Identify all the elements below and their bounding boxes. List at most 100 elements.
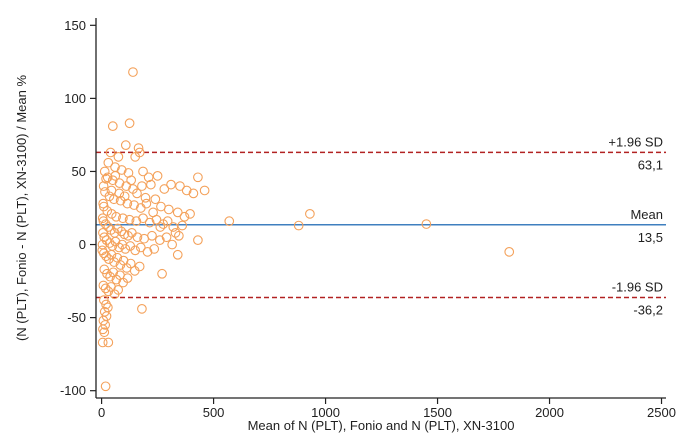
data-point bbox=[305, 208, 315, 219]
data-point bbox=[124, 214, 135, 225]
reference-lines bbox=[96, 151, 666, 299]
x-tick-label: 1500 bbox=[423, 405, 452, 420]
y-tick-label: 50 bbox=[72, 164, 86, 179]
y-tick-label: 150 bbox=[64, 18, 86, 33]
data-point bbox=[122, 273, 133, 284]
data-point bbox=[152, 170, 163, 181]
y-tick-label: -100 bbox=[60, 383, 86, 398]
data-point bbox=[135, 242, 146, 253]
data-point bbox=[102, 268, 112, 279]
data-point bbox=[101, 173, 111, 184]
data-point bbox=[114, 242, 124, 253]
data-point bbox=[119, 191, 130, 202]
data-point bbox=[133, 143, 144, 153]
data-point bbox=[103, 337, 114, 348]
y-tick-label: -50 bbox=[67, 310, 86, 325]
data-point bbox=[188, 188, 199, 199]
data-point bbox=[172, 249, 183, 260]
data-point bbox=[103, 222, 114, 232]
data-point bbox=[131, 216, 142, 227]
data-point bbox=[126, 175, 137, 186]
data-point bbox=[98, 227, 108, 238]
data-point bbox=[109, 194, 119, 205]
data-point bbox=[172, 207, 183, 218]
data-point bbox=[103, 157, 114, 168]
data-point bbox=[110, 170, 121, 181]
y-axis-title: (N (PLT), Fonio - N (PLT), XN-3100) / Me… bbox=[14, 75, 29, 342]
data-point bbox=[100, 219, 111, 229]
data-point bbox=[97, 239, 108, 250]
data-point bbox=[293, 220, 304, 231]
data-point bbox=[167, 239, 177, 250]
data-point bbox=[142, 246, 153, 257]
data-point bbox=[157, 268, 167, 279]
data-point bbox=[144, 217, 155, 228]
data-point bbox=[105, 147, 116, 158]
data-point bbox=[98, 280, 109, 291]
data-point bbox=[118, 213, 128, 224]
data-point bbox=[100, 283, 111, 294]
ref-value-lower: -36,2 bbox=[633, 302, 663, 317]
data-point bbox=[224, 216, 235, 227]
data-point bbox=[141, 198, 152, 209]
data-point bbox=[146, 179, 156, 190]
data-point bbox=[179, 211, 190, 222]
data-point bbox=[107, 121, 118, 132]
data-point bbox=[177, 220, 188, 231]
data-point bbox=[101, 299, 111, 310]
data-point bbox=[149, 244, 160, 254]
x-tick-label: 2000 bbox=[535, 405, 564, 420]
data-point bbox=[147, 230, 157, 241]
data-point bbox=[120, 244, 131, 254]
data-point bbox=[137, 181, 147, 191]
data-point bbox=[120, 140, 131, 151]
x-tick-label: 2500 bbox=[647, 405, 676, 420]
data-point bbox=[138, 166, 148, 177]
data-point bbox=[421, 219, 432, 229]
data-point bbox=[99, 166, 110, 177]
ref-label-upper: +1.96 SD bbox=[608, 134, 663, 149]
data-point bbox=[102, 172, 113, 183]
data-point bbox=[166, 179, 176, 190]
data-point bbox=[116, 165, 127, 175]
axes bbox=[95, 18, 666, 399]
tick-marks bbox=[90, 24, 663, 404]
data-point bbox=[129, 200, 139, 210]
data-point bbox=[99, 327, 110, 338]
x-tick-label: 1000 bbox=[311, 405, 340, 420]
data-point bbox=[504, 246, 515, 257]
data-point bbox=[199, 185, 210, 196]
data-point bbox=[112, 223, 123, 234]
data-point bbox=[193, 172, 203, 183]
data-point bbox=[97, 213, 108, 224]
data-point bbox=[162, 216, 173, 227]
x-tick-label: 500 bbox=[203, 405, 225, 420]
data-point bbox=[97, 337, 108, 348]
data-point bbox=[181, 185, 192, 196]
data-point bbox=[114, 178, 125, 189]
data-point bbox=[155, 222, 166, 232]
reference-line-labels: +1.96 SD 63,1 Mean 13,5 -1.96 SD -36,2 bbox=[608, 134, 663, 317]
data-point bbox=[128, 67, 138, 77]
data-point bbox=[161, 232, 172, 243]
ref-label-lower: -1.96 SD bbox=[612, 279, 663, 294]
data-point bbox=[111, 211, 122, 222]
data-point bbox=[113, 151, 124, 162]
data-point bbox=[134, 147, 145, 158]
data-point bbox=[185, 208, 195, 219]
data-point bbox=[154, 235, 165, 246]
data-point bbox=[121, 181, 132, 191]
data-point bbox=[116, 226, 127, 237]
data-point bbox=[97, 245, 108, 256]
data-point bbox=[174, 230, 184, 241]
data-point bbox=[99, 232, 110, 243]
x-axis-title: Mean of N (PLT), Fonio and N (PLT), XN-3… bbox=[248, 418, 515, 433]
data-point bbox=[163, 204, 174, 215]
data-point bbox=[132, 232, 143, 243]
y-tick-label: 0 bbox=[79, 237, 86, 252]
data-point bbox=[168, 222, 179, 232]
data-point bbox=[148, 207, 158, 218]
data-point bbox=[113, 284, 124, 295]
